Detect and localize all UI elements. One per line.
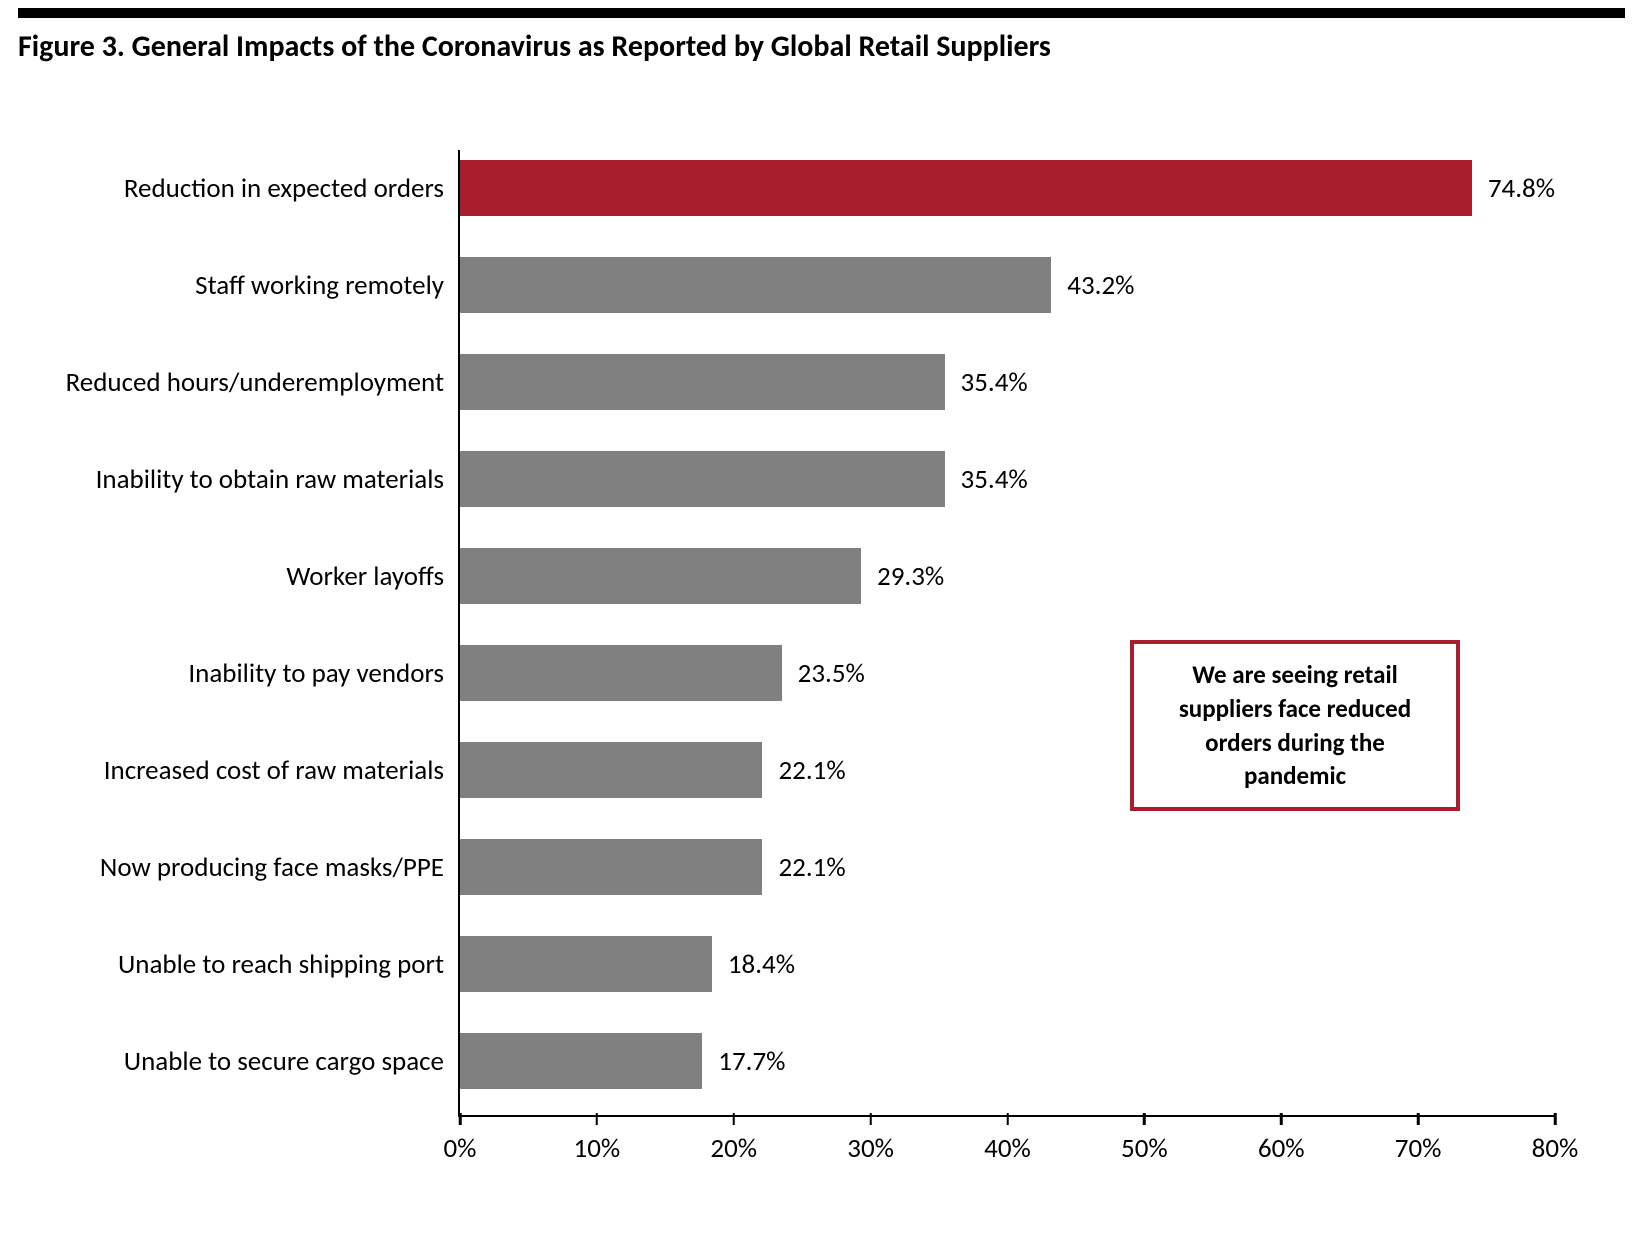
bar (460, 354, 945, 410)
bar-value-label: 43.2% (1067, 269, 1134, 302)
bar (460, 451, 945, 507)
x-tick-label: 70% (1395, 1132, 1442, 1165)
plot-area: Reduction in expected orders74.8% Staff w… (458, 150, 1555, 1117)
figure-title: Figure 3. General Impacts of the Coronav… (18, 28, 1051, 65)
bar (460, 936, 712, 992)
bar-row: Worker layoffs29.3% (460, 548, 1555, 604)
bar-value-label: 35.4% (961, 366, 1028, 399)
bar-category-label: Now producing face masks/PPE (14, 851, 444, 884)
bar (460, 645, 782, 701)
figure-container: Figure 3. General Impacts of the Coronav… (0, 0, 1647, 1247)
bar-value-label: 17.7% (718, 1045, 785, 1078)
bar-category-label: Unable to secure cargo space (14, 1045, 444, 1078)
bar-category-label: Reduction in expected orders (14, 172, 444, 205)
bar-row: Inability to obtain raw materials35.4% (460, 451, 1555, 507)
x-tick-label: 60% (1258, 1132, 1305, 1165)
bar-row: Now producing face masks/PPE22.1% (460, 839, 1555, 895)
bar-category-label: Worker layoffs (14, 560, 444, 593)
bar (460, 160, 1472, 216)
bar-row: Staff working remotely43.2% (460, 257, 1555, 313)
bar-value-label: 74.8% (1488, 172, 1555, 205)
chart-area: Reduction in expected orders74.8% Staff w… (18, 90, 1625, 1227)
bar-value-label: 22.1% (778, 754, 845, 787)
bar-value-label: 35.4% (961, 463, 1028, 496)
x-tick (1006, 1113, 1009, 1125)
bar-row: Reduction in expected orders74.8% (460, 160, 1555, 216)
bar-row: Unable to secure cargo space17.7% (460, 1033, 1555, 1089)
x-tick-label: 80% (1532, 1132, 1579, 1165)
bar-category-label: Unable to reach shipping port (14, 948, 444, 981)
bar-value-label: 23.5% (798, 657, 865, 690)
bar-value-label: 22.1% (778, 851, 845, 884)
x-tick (1554, 1113, 1557, 1125)
x-tick-label: 40% (984, 1132, 1031, 1165)
bar-category-label: Inability to obtain raw materials (14, 463, 444, 496)
bar-category-label: Staff working remotely (14, 269, 444, 302)
x-tick-label: 20% (710, 1132, 757, 1165)
bar (460, 839, 762, 895)
callout-box: We are seeing retail suppliers face redu… (1130, 640, 1460, 811)
x-tick-label: 50% (1121, 1132, 1168, 1165)
x-tick (459, 1113, 462, 1125)
x-tick (869, 1113, 872, 1125)
x-tick-label: 30% (847, 1132, 894, 1165)
x-tick (1143, 1113, 1146, 1125)
x-tick-label: 0% (444, 1132, 477, 1165)
x-tick (1417, 1113, 1420, 1125)
x-tick-label: 10% (574, 1132, 621, 1165)
bar (460, 742, 762, 798)
bar-row: Unable to reach shipping port18.4% (460, 936, 1555, 992)
bar (460, 1033, 702, 1089)
bar-category-label: Reduced hours/underemployment (14, 366, 444, 399)
bar-value-label: 18.4% (728, 948, 795, 981)
top-rule (18, 8, 1625, 18)
bar (460, 257, 1051, 313)
bar-row: Reduced hours/underemployment35.4% (460, 354, 1555, 410)
bar (460, 548, 861, 604)
bar-category-label: Inability to pay vendors (14, 657, 444, 690)
x-tick (1280, 1113, 1283, 1125)
x-tick (733, 1113, 736, 1125)
x-tick (596, 1113, 599, 1125)
bar-category-label: Increased cost of raw materials (14, 754, 444, 787)
bar-value-label: 29.3% (877, 560, 944, 593)
